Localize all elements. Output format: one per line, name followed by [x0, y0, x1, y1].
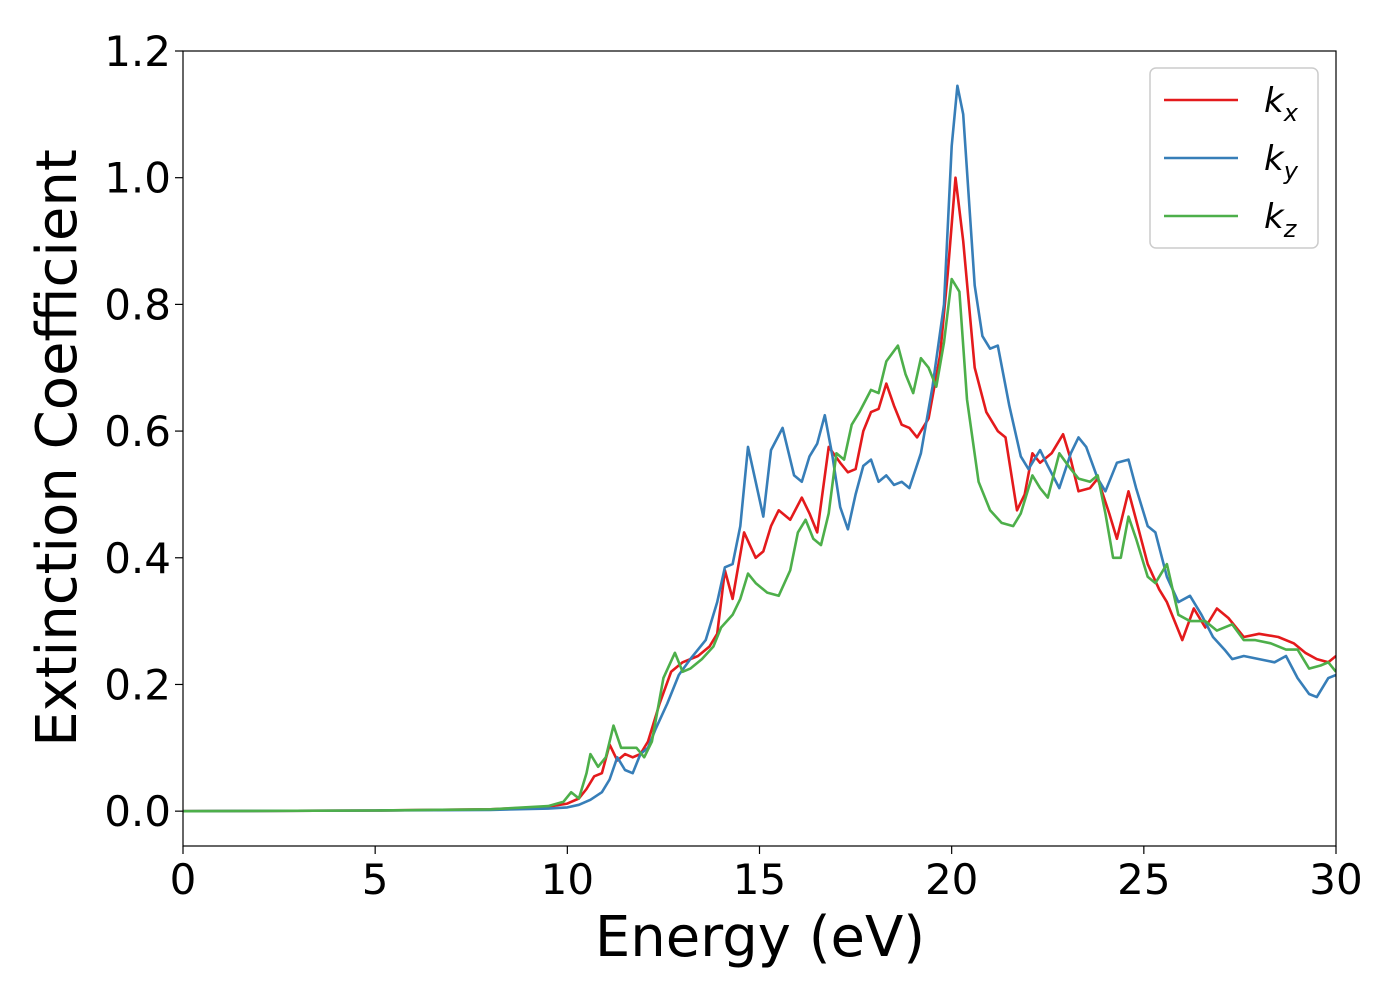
y-tick-label: 0.2 — [104, 660, 171, 709]
x-axis-label: Energy (eV) — [595, 905, 925, 970]
legend-label-kz: kz — [1264, 197, 1298, 243]
x-tick-label: 5 — [362, 855, 389, 904]
y-tick-label: 1.2 — [104, 27, 171, 76]
y-tick-label: 0.6 — [104, 407, 171, 456]
y-tick-label: 1.0 — [104, 154, 171, 203]
x-tick-label: 10 — [541, 855, 594, 904]
x-tick-label: 0 — [170, 855, 197, 904]
legend: kx ky kz — [1149, 67, 1319, 249]
x-tick-label: 30 — [1309, 855, 1362, 904]
series-line-kx — [183, 176, 1336, 813]
x-tick-label: 15 — [733, 855, 786, 904]
x-tick-label: 25 — [1117, 855, 1170, 904]
y-axis: 0.0 0.2 0.4 0.6 0.8 1.0 1.2 — [104, 27, 183, 836]
series-line-kz — [183, 277, 1336, 813]
y-tick-label: 0.0 — [104, 787, 171, 836]
y-axis-label: Extinction Coefficient — [25, 149, 90, 747]
series-line-ky — [183, 84, 1336, 813]
legend-label-kx: kx — [1264, 81, 1299, 127]
y-tick-label: 0.8 — [104, 280, 171, 329]
y-tick-label: 0.4 — [104, 534, 171, 583]
x-axis: 0 5 10 15 20 25 30 — [170, 846, 1363, 904]
legend-label-ky: ky — [1264, 139, 1299, 185]
x-tick-label: 20 — [925, 855, 978, 904]
